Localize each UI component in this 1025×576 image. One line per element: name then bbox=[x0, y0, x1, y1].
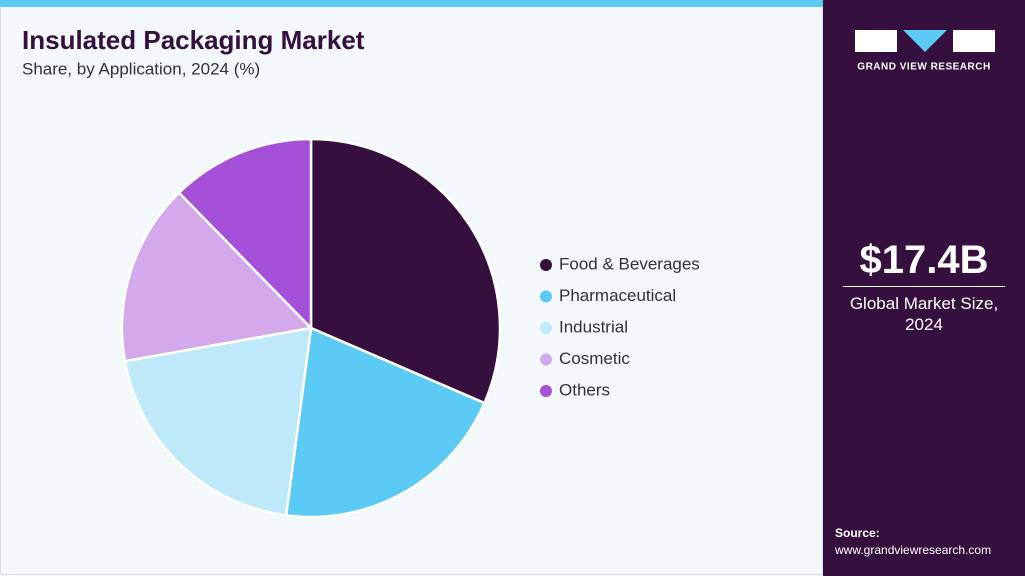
legend-label: Industrial bbox=[559, 317, 628, 336]
market-size: $17.4B bbox=[859, 238, 989, 282]
legend-marker bbox=[540, 290, 552, 303]
legend-label: Food & Beverages bbox=[559, 254, 700, 273]
legend-label: Pharmaceutical bbox=[559, 286, 676, 305]
pie-slice bbox=[177, 137, 313, 332]
chart-subtitle: Share, by Application, 2024 (%) bbox=[22, 59, 260, 78]
pie-slice bbox=[120, 190, 314, 363]
source-label: Source: bbox=[835, 526, 880, 540]
panel-border bbox=[0, 7, 823, 575]
logo-block bbox=[953, 30, 995, 52]
pie-slice bbox=[309, 137, 502, 405]
top-stripe bbox=[0, 0, 823, 7]
source-url: www.grandviewresearch.com bbox=[835, 543, 992, 557]
legend-marker bbox=[540, 322, 552, 334]
brand: GRAND VIEW RESEARCH bbox=[857, 62, 990, 73]
pie-slice bbox=[123, 326, 313, 517]
legend-marker bbox=[540, 353, 552, 366]
chart-title: Insulated Packaging Market bbox=[22, 25, 365, 55]
divider bbox=[843, 286, 1005, 287]
pie-slice bbox=[284, 326, 487, 519]
market-size-label: Global Market Size, 2024 bbox=[849, 294, 999, 334]
legend-label: Others bbox=[559, 380, 610, 399]
logo-block bbox=[855, 30, 897, 52]
legend-label: Cosmetic bbox=[559, 349, 630, 368]
legend-marker bbox=[540, 385, 552, 397]
legend-marker bbox=[540, 259, 552, 271]
logo: GRAND VIEW RESEARCH bbox=[855, 30, 995, 73]
sidebar: GRAND VIEW RESEARCH $17.4B Global Market… bbox=[823, 0, 1025, 576]
chart: Insulated Packaging Market Share, by App… bbox=[22, 25, 700, 519]
logo-block bbox=[903, 30, 947, 52]
